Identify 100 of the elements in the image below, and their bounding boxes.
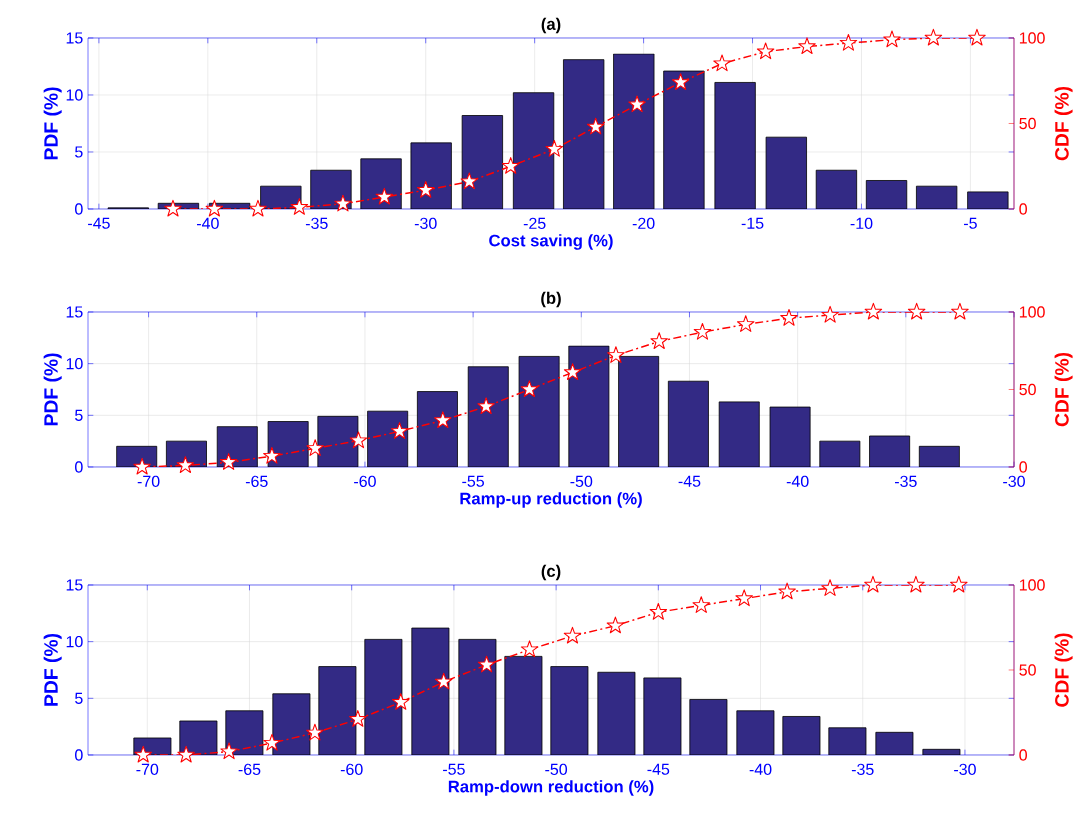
y-tick-label: 15 [66, 32, 83, 44]
y-tick-label: 0 [75, 461, 83, 473]
y-tick-label: 10 [66, 635, 83, 648]
y2-tick-label: 0 [1019, 203, 1027, 215]
y-tick-label: 5 [75, 146, 83, 158]
point [924, 28, 943, 46]
point [520, 640, 539, 658]
point [220, 742, 238, 760]
x-tick-label: -10 [850, 217, 873, 230]
point [219, 453, 238, 470]
point [477, 397, 495, 415]
point [501, 157, 520, 174]
x-tick-label: -55 [462, 475, 484, 487]
point [798, 37, 816, 55]
x-tick-label: -65 [238, 763, 261, 776]
x-tick-label: -40 [196, 217, 219, 230]
x-tick-label: -70 [137, 475, 160, 488]
chart-title: (b) [541, 291, 561, 308]
point [177, 745, 195, 763]
point [821, 305, 839, 323]
y-tick-label: 0 [75, 203, 83, 215]
point [968, 28, 986, 46]
y-tick-label: 5 [75, 409, 83, 421]
x-tick-label: -30 [414, 217, 437, 230]
x-tick-label: -35 [851, 763, 874, 776]
point [693, 322, 712, 340]
x-tick-label: -30 [954, 763, 976, 776]
y2-tick-label: 50 [1019, 664, 1036, 676]
y-tick-label: 15 [66, 579, 83, 591]
x-axis-title: Ramp-up reduction (%) [460, 492, 642, 508]
point [263, 446, 281, 464]
point [263, 733, 281, 751]
point [649, 602, 668, 620]
x-tick-label: -40 [786, 475, 809, 488]
chart-title: (c) [541, 564, 561, 581]
point [164, 199, 182, 217]
point [334, 194, 352, 212]
point [628, 95, 646, 113]
point [736, 315, 755, 332]
x-tick-label: -60 [340, 763, 363, 776]
point [864, 575, 882, 593]
point [778, 582, 796, 600]
y2-tick-label: 100 [1019, 579, 1045, 591]
point [780, 308, 798, 326]
chart-title: (a) [541, 17, 561, 34]
x-axis-title: Cost saving (%) [489, 234, 613, 250]
y-tick-label: 10 [66, 89, 83, 101]
point [375, 187, 394, 205]
y-tick-label: 0 [75, 749, 83, 761]
point [864, 302, 883, 320]
point [134, 745, 152, 763]
point [950, 575, 968, 593]
point [205, 199, 224, 217]
point [434, 672, 453, 690]
x-tick-label: -45 [678, 475, 701, 487]
x-tick-label: -20 [632, 217, 655, 230]
y-axis-title: PDF (%) [43, 87, 62, 160]
y2-tick-label: 100 [1019, 32, 1045, 44]
point [563, 363, 582, 380]
point [821, 579, 839, 596]
point [176, 456, 195, 473]
x-tick-label: -60 [354, 475, 376, 488]
y-tick-label: 5 [75, 692, 83, 704]
point [133, 457, 151, 475]
point [349, 710, 367, 727]
point [735, 589, 753, 607]
y2-axis-title: CDF (%) [1054, 633, 1073, 707]
point [586, 117, 605, 135]
point [907, 302, 926, 320]
x-tick-label: -15 [741, 217, 764, 229]
point [290, 198, 309, 215]
x-tick-label: -30 [1003, 475, 1025, 488]
x-tick-label: -65 [245, 475, 268, 488]
y-axis-title: PDF (%) [43, 633, 62, 706]
point [713, 54, 731, 72]
point [756, 42, 775, 60]
x-tick-label: -70 [136, 763, 159, 776]
x-tick-label: -50 [570, 475, 593, 488]
y2-tick-label: 100 [1019, 306, 1045, 318]
y-tick-label: 15 [66, 306, 83, 318]
x-tick-label: -25 [523, 217, 546, 230]
y2-tick-label: 0 [1019, 749, 1027, 761]
x-tick-label: -40 [749, 763, 772, 776]
point [416, 180, 435, 198]
point [907, 575, 925, 593]
y-axis-title: PDF (%) [43, 353, 62, 426]
y2-axis-title: CDF (%) [1054, 86, 1073, 161]
y2-tick-label: 50 [1019, 117, 1036, 130]
y2-tick-label: 0 [1019, 461, 1027, 473]
point [306, 439, 324, 456]
point [306, 723, 324, 741]
point [563, 626, 582, 644]
point [692, 596, 711, 613]
x-tick-label: -35 [305, 217, 328, 230]
point [606, 616, 625, 634]
point [349, 431, 368, 449]
point [390, 422, 409, 439]
point [883, 30, 901, 48]
x-tick-label: -45 [88, 217, 110, 229]
x-tick-label: -55 [443, 763, 465, 775]
